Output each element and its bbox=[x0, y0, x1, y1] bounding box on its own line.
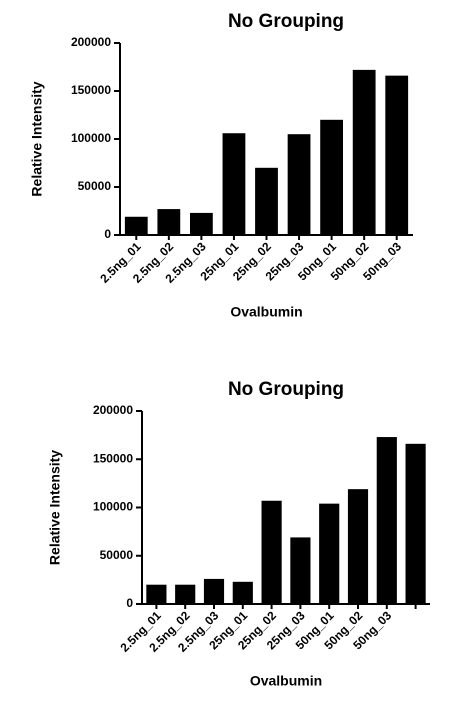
y-tick-label: 200000 bbox=[71, 35, 111, 49]
bar bbox=[222, 133, 246, 235]
bar bbox=[124, 216, 148, 235]
bar bbox=[376, 437, 397, 604]
bar bbox=[405, 443, 426, 604]
y-tick-label: 50000 bbox=[100, 548, 134, 562]
bar bbox=[232, 581, 253, 604]
bar bbox=[157, 209, 181, 235]
chart-title: No Grouping bbox=[228, 11, 344, 32]
y-tick-label: 0 bbox=[126, 596, 133, 610]
bar bbox=[385, 75, 409, 235]
y-tick-label: 100000 bbox=[93, 500, 133, 514]
y-tick-label: 100000 bbox=[71, 131, 111, 145]
bar bbox=[261, 500, 282, 604]
y-tick-label: 200000 bbox=[93, 403, 133, 417]
y-axis-label: Relative Intensity bbox=[47, 450, 63, 565]
bar bbox=[146, 584, 167, 604]
bar bbox=[320, 119, 344, 235]
chart-title: No Grouping bbox=[228, 379, 344, 400]
bar bbox=[189, 212, 213, 235]
bar bbox=[255, 167, 278, 235]
y-tick-label: 150000 bbox=[93, 451, 133, 465]
bar bbox=[352, 69, 376, 235]
bar bbox=[203, 578, 225, 604]
y-axis-label: Relative Intensity bbox=[29, 81, 45, 196]
x-axis-label: Ovalbumin bbox=[250, 673, 322, 689]
y-tick-label: 150000 bbox=[71, 83, 111, 97]
bar bbox=[290, 537, 311, 604]
bar bbox=[175, 584, 196, 604]
bar bbox=[347, 489, 369, 604]
bar bbox=[287, 134, 311, 235]
x-axis-label: Ovalbumin bbox=[230, 304, 302, 320]
bar bbox=[319, 503, 340, 604]
y-tick-label: 50000 bbox=[78, 179, 112, 193]
y-tick-label: 0 bbox=[104, 227, 111, 241]
